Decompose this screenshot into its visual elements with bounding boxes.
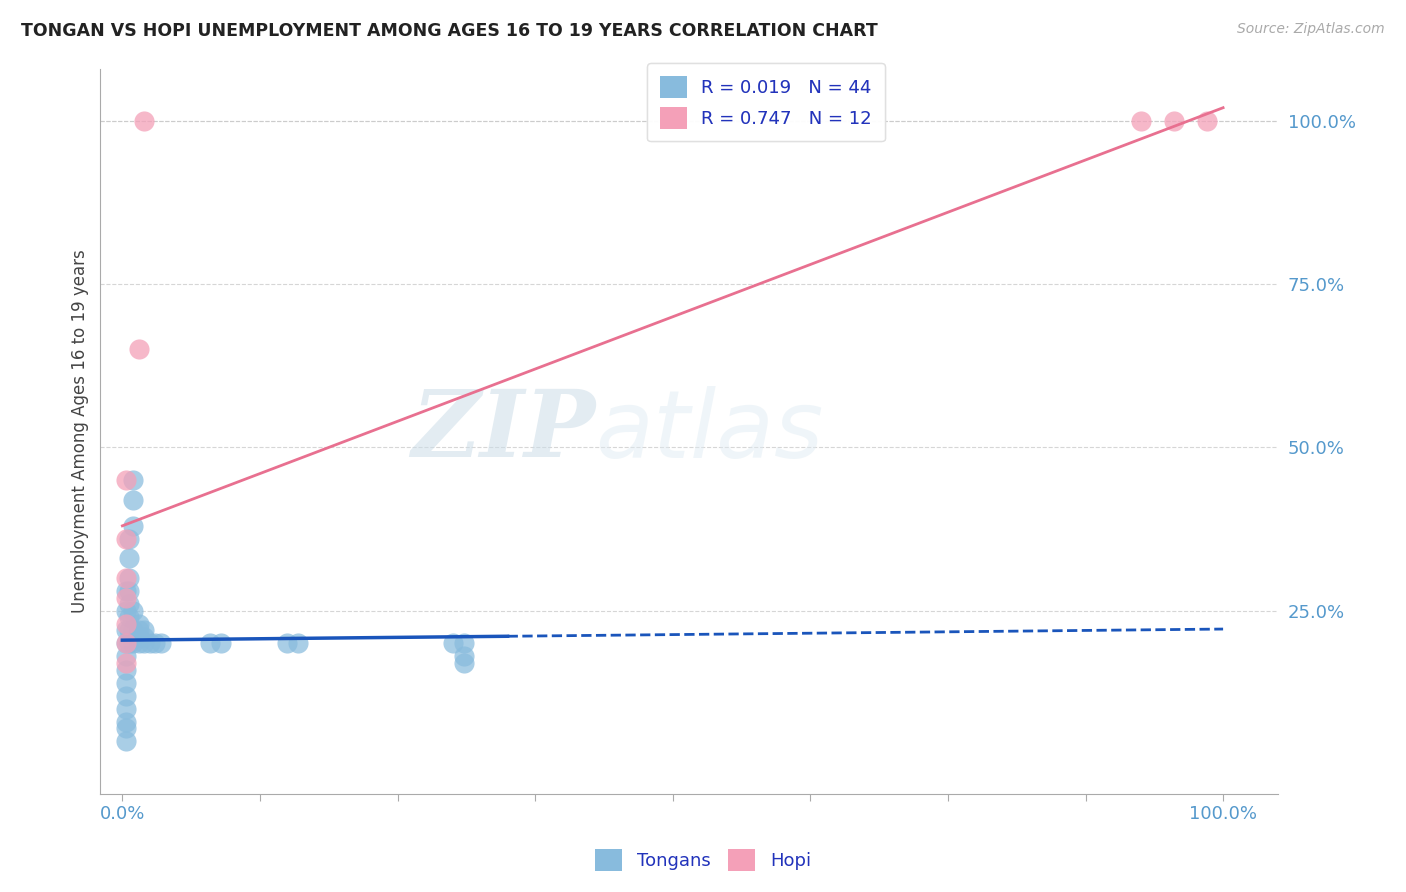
Point [122,636,145,650]
Point [114,714,136,729]
Point [118,571,141,585]
Point [128,343,150,357]
Text: ZIP: ZIP [411,386,595,476]
Point [118,624,141,638]
Point [122,604,145,618]
Point [134,624,156,638]
Point [118,636,141,650]
Point [453,636,475,650]
Point [128,624,150,638]
Point [118,597,141,611]
Point [453,649,475,664]
Point [145,636,167,650]
Point [114,532,136,546]
Point [114,624,136,638]
Point [114,649,136,664]
Point [114,636,136,650]
Point [149,636,172,650]
Point [1195,113,1218,128]
Text: Source: ZipAtlas.com: Source: ZipAtlas.com [1237,22,1385,37]
Point [287,636,309,650]
Point [441,636,464,650]
Point [114,722,136,736]
Text: TONGAN VS HOPI UNEMPLOYMENT AMONG AGES 16 TO 19 YEARS CORRELATION CHART: TONGAN VS HOPI UNEMPLOYMENT AMONG AGES 1… [21,22,877,40]
Point [114,473,136,487]
Point [1129,113,1152,128]
Point [114,702,136,716]
Point [122,473,145,487]
Point [134,630,156,644]
Point [128,630,150,644]
Legend: R = 0.019   N = 44, R = 0.747   N = 12: R = 0.019 N = 44, R = 0.747 N = 12 [647,63,884,142]
Point [209,636,232,650]
Point [276,636,298,650]
Point [114,689,136,703]
Text: atlas: atlas [595,385,824,476]
Point [118,551,141,566]
Point [114,734,136,748]
Point [114,584,136,599]
Point [122,492,145,507]
Point [128,616,150,631]
Point [114,571,136,585]
Point [114,591,136,605]
Legend: Tongans, Hopi: Tongans, Hopi [588,842,818,879]
Point [114,675,136,690]
Point [114,604,136,618]
Point [139,636,162,650]
Point [118,610,141,624]
Point [134,636,156,650]
Y-axis label: Unemployment Among Ages 16 to 19 years: Unemployment Among Ages 16 to 19 years [72,249,89,613]
Point [1163,113,1185,128]
Point [122,624,145,638]
Point [122,518,145,533]
Point [200,636,222,650]
Point [114,663,136,677]
Point [114,656,136,670]
Point [114,616,136,631]
Point [118,584,141,599]
Point [134,113,156,128]
Point [118,532,141,546]
Point [453,656,475,670]
Point [114,636,136,650]
Point [128,636,150,650]
